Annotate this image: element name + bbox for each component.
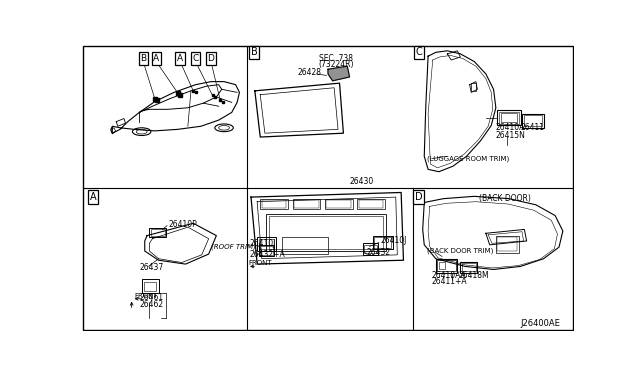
- Text: 26411: 26411: [520, 123, 545, 132]
- Bar: [496, 235, 519, 253]
- Bar: [259, 239, 274, 250]
- Bar: [282, 237, 328, 254]
- Text: D: D: [207, 54, 214, 63]
- Text: (ROOF TRIM): (ROOF TRIM): [211, 244, 256, 250]
- Text: 26411+A: 26411+A: [431, 277, 467, 286]
- Bar: [462, 263, 476, 271]
- Bar: [325, 199, 353, 209]
- Polygon shape: [328, 66, 349, 81]
- Bar: [359, 200, 383, 208]
- Bar: [437, 260, 456, 271]
- Bar: [257, 237, 276, 251]
- Bar: [144, 282, 156, 291]
- Bar: [501, 113, 516, 122]
- Text: B: B: [140, 54, 147, 63]
- Text: A: A: [90, 192, 97, 202]
- Text: 26437: 26437: [140, 263, 164, 272]
- Text: 26410AA: 26410AA: [431, 271, 466, 280]
- Bar: [374, 237, 391, 248]
- Text: 26432+A: 26432+A: [250, 250, 285, 259]
- Text: 26410J: 26410J: [250, 239, 276, 248]
- Bar: [522, 114, 543, 128]
- Text: (BACK DOOR): (BACK DOOR): [479, 194, 531, 203]
- Bar: [266, 214, 386, 251]
- Text: FRONT: FRONT: [248, 260, 271, 266]
- Bar: [497, 237, 517, 251]
- Bar: [439, 262, 445, 269]
- Bar: [326, 200, 351, 208]
- Text: 26410P: 26410P: [168, 219, 197, 228]
- Text: 26462: 26462: [140, 299, 163, 309]
- Bar: [294, 200, 319, 208]
- Bar: [262, 200, 287, 208]
- Text: 26430: 26430: [349, 177, 374, 186]
- Bar: [269, 217, 383, 249]
- Bar: [149, 228, 166, 237]
- Bar: [260, 246, 273, 255]
- Text: (LUGGAGE ROOM TRIM): (LUGGAGE ROOM TRIM): [427, 155, 509, 162]
- Text: 26461: 26461: [140, 293, 163, 302]
- Text: D: D: [415, 192, 422, 202]
- Text: 26415N: 26415N: [496, 131, 525, 140]
- Text: 26428: 26428: [297, 68, 321, 77]
- Bar: [292, 199, 320, 209]
- Text: B: B: [251, 47, 257, 57]
- Bar: [259, 245, 274, 256]
- Bar: [364, 245, 376, 253]
- Bar: [497, 110, 520, 125]
- Text: FRONT: FRONT: [134, 293, 157, 299]
- Text: 26410J: 26410J: [380, 237, 407, 246]
- Bar: [499, 112, 519, 124]
- Text: A: A: [177, 54, 183, 63]
- Text: C: C: [193, 54, 198, 63]
- Text: A: A: [153, 54, 159, 63]
- Text: J26400AE: J26400AE: [520, 319, 561, 328]
- Bar: [151, 230, 164, 235]
- Text: SEC. 738: SEC. 738: [319, 54, 353, 63]
- Bar: [363, 243, 378, 255]
- Text: 26418M: 26418M: [459, 271, 490, 280]
- Bar: [471, 83, 476, 91]
- Bar: [260, 199, 288, 209]
- Bar: [357, 199, 385, 209]
- Text: (73224R): (73224R): [318, 60, 353, 69]
- Bar: [524, 115, 542, 126]
- Text: 26410A: 26410A: [496, 123, 525, 132]
- Text: 26432: 26432: [367, 248, 390, 257]
- Text: C: C: [415, 47, 422, 57]
- Bar: [436, 259, 458, 273]
- Text: (BACK DOOR TRIM): (BACK DOOR TRIM): [427, 248, 493, 254]
- Bar: [141, 279, 159, 294]
- Bar: [372, 235, 393, 250]
- Bar: [460, 262, 477, 273]
